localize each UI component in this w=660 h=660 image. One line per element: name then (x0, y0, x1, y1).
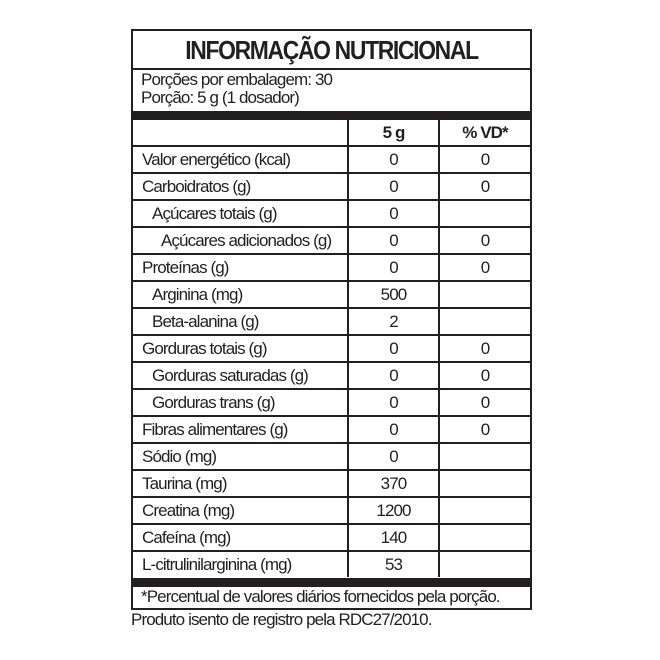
nutrient-amount: 370 (347, 470, 439, 498)
nutrient-amount: 0 (347, 227, 439, 255)
nutrient-name: Carboidratos (g) (133, 173, 348, 201)
footnote: *Percentual de valores diários fornecido… (141, 587, 501, 606)
nutrient-daily-value: 0 (438, 362, 530, 390)
nutrient-daily-value (438, 308, 530, 336)
nutrient-daily-value: 0 (438, 254, 530, 282)
nutrient-daily-value: 0 (438, 416, 530, 444)
registration-note: Produto isento de registro pela RDC27/20… (131, 610, 432, 629)
nutrient-daily-value: 0 (438, 335, 530, 363)
table-row: Creatina (mg) 1200 (133, 497, 530, 525)
nutrient-name: Proteínas (g) (133, 254, 348, 282)
nutrient-name: Sódio (mg) (133, 443, 348, 471)
nutrient-name: L-citrulinilarginina (mg) (142, 554, 292, 574)
nutrient-daily-value: 0 (438, 173, 530, 201)
nutrient-daily-value (438, 200, 530, 228)
nutrition-facts-panel: INFORMAÇÃO NUTRICIONAL Porções por embal… (131, 29, 532, 610)
nutrient-name: Fibras alimentares (g) (133, 416, 348, 444)
nutrition-table: 5 g % VD* Valor energético (kcal) 0 0 Carbo… (133, 120, 530, 577)
nutrient-name: Valor energético (kcal) (133, 146, 348, 174)
nutrient-daily-value (438, 524, 530, 552)
table-row: Açúcares totais (g) 0 (133, 200, 530, 228)
nutrient-name: Taurina (mg) (133, 470, 348, 498)
table-row: Taurina (mg) 370 (133, 470, 530, 498)
nutrient-amount: 500 (347, 281, 439, 309)
table-row: Arginina (mg) 500 (133, 281, 530, 309)
nutrient-amount: 2 (347, 308, 439, 336)
nutrient-amount: 0 (347, 389, 439, 417)
nutrient-amount: 0 (347, 443, 439, 471)
nutrient-daily-value (438, 281, 530, 309)
nutrient-name: Beta-alanina (g) (133, 308, 348, 336)
nutrient-daily-value (438, 443, 530, 471)
nutrient-amount: 140 (347, 524, 439, 552)
header-daily-value: % VD* (438, 120, 530, 147)
title-divider (133, 68, 530, 70)
nutrient-name: Gorduras totais (g) (133, 335, 348, 363)
nutrient-daily-value (438, 470, 530, 498)
nutrient-name: Gorduras trans (g) (133, 389, 348, 417)
table-row: Cafeína (mg) 140 (133, 524, 530, 552)
table-row: Açúcares adicionados (g) 0 0 (133, 227, 530, 255)
nutrient-name: Gorduras saturadas (g) (133, 362, 348, 390)
bottom-thick-divider (133, 578, 530, 587)
nutrient-name: Cafeína (mg) (133, 524, 348, 552)
nutrient-name: Arginina (mg) (133, 281, 348, 309)
servings-per-package: Porções por embalagem: 30 (141, 70, 333, 89)
top-thick-divider (133, 111, 530, 120)
table-row: Fibras alimentares (g) 0 0 (133, 416, 530, 444)
table-row: Gorduras saturadas (g) 0 0 (133, 362, 530, 390)
nutrient-daily-value (438, 551, 530, 577)
table-row: Valor energético (kcal) 0 0 (133, 146, 530, 174)
nutrient-daily-value: 0 (438, 389, 530, 417)
table-row: Sódio (mg) 0 (133, 443, 530, 471)
nutrient-name: Açúcares adicionados (g) (133, 227, 348, 255)
nutrient-daily-value: 0 (438, 146, 530, 174)
table-row: Carboidratos (g) 0 0 (133, 173, 530, 201)
table-row: Proteínas (g) 0 0 (133, 254, 530, 282)
nutrient-name: Creatina (mg) (133, 497, 348, 525)
table-header-row: 5 g % VD* (133, 120, 530, 147)
nutrient-amount: 0 (347, 200, 439, 228)
table-row: L-citrulinilarginina (mg) 53 (133, 551, 530, 577)
table-row: Gorduras totais (g) 0 0 (133, 335, 530, 363)
nutrient-amount: 0 (347, 146, 439, 174)
table-row: Gorduras trans (g) 0 0 (133, 389, 530, 417)
nutrient-amount: 0 (347, 254, 439, 282)
table-row: Beta-alanina (g) 2 (133, 308, 530, 336)
nutrient-amount: 53 (347, 551, 439, 577)
panel-title: INFORMAÇÃO NUTRICIONAL (185, 35, 479, 65)
header-nutrient (133, 120, 348, 147)
header-amount: 5 g (347, 120, 439, 147)
nutrient-amount: 0 (347, 173, 439, 201)
nutrient-name: Açúcares totais (g) (133, 200, 348, 228)
nutrient-amount: 0 (347, 362, 439, 390)
nutrient-amount: 1200 (347, 497, 439, 525)
serving-size: Porção: 5 g (1 dosador) (141, 88, 300, 107)
nutrient-amount: 0 (347, 416, 439, 444)
nutrient-daily-value (438, 497, 530, 525)
nutrient-daily-value: 0 (438, 227, 530, 255)
nutrient-amount: 0 (347, 335, 439, 363)
